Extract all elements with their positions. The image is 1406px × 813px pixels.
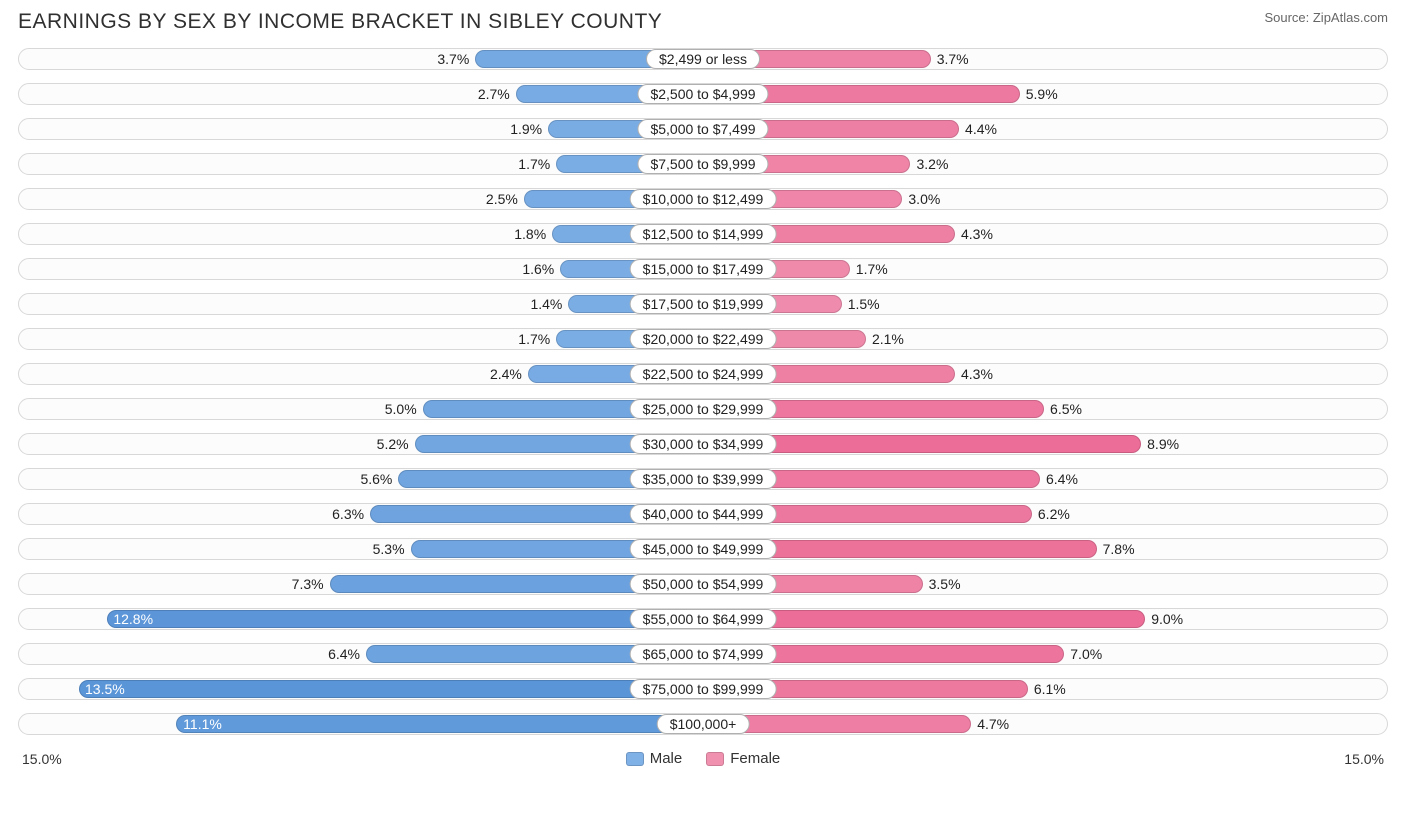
female-percent: 2.1% [872, 331, 904, 347]
bracket-label: $2,500 to $4,999 [637, 84, 768, 104]
male-percent: 1.4% [530, 296, 562, 312]
male-percent: 1.8% [514, 226, 546, 242]
male-percent: 5.6% [360, 471, 392, 487]
male-percent: 1.7% [518, 331, 550, 347]
chart-row: $10,000 to $12,499 2.5% 3.0% [18, 182, 1388, 216]
female-percent: 8.9% [1147, 436, 1179, 452]
bracket-label: $30,000 to $34,999 [630, 434, 777, 454]
chart-row: $65,000 to $74,999 6.4% 7.0% [18, 637, 1388, 671]
source-attribution: Source: ZipAtlas.com [1264, 10, 1388, 25]
chart-row: $55,000 to $64,999 12.8% 9.0% [18, 602, 1388, 636]
legend-male-label: Male [650, 750, 683, 767]
chart-row: $40,000 to $44,999 6.3% 6.2% [18, 497, 1388, 531]
chart-area: $2,499 or less 3.7% 3.7% $2,500 to $4,999 2.… [0, 42, 1406, 741]
bracket-label: $20,000 to $22,499 [630, 329, 777, 349]
legend-item-female: Female [706, 750, 780, 767]
bracket-label: $15,000 to $17,499 [630, 259, 777, 279]
female-percent: 4.3% [961, 226, 993, 242]
chart-row: $25,000 to $29,999 5.0% 6.5% [18, 392, 1388, 426]
bracket-label: $45,000 to $49,999 [630, 539, 777, 559]
male-percent: 6.4% [328, 646, 360, 662]
bracket-label: $7,500 to $9,999 [637, 154, 768, 174]
male-bar [107, 610, 703, 628]
chart-row: $2,499 or less 3.7% 3.7% [18, 42, 1388, 76]
bracket-label: $75,000 to $99,999 [630, 679, 777, 699]
female-percent: 6.5% [1050, 401, 1082, 417]
chart-row: $100,000+ 11.1% 4.7% [18, 707, 1388, 741]
bracket-label: $5,000 to $7,499 [637, 119, 768, 139]
female-percent: 1.5% [848, 296, 880, 312]
male-percent: 1.6% [522, 261, 554, 277]
bracket-label: $35,000 to $39,999 [630, 469, 777, 489]
female-percent: 3.2% [916, 156, 948, 172]
male-percent: 1.9% [510, 121, 542, 137]
male-percent: 7.3% [292, 576, 324, 592]
chart-row: $45,000 to $49,999 5.3% 7.8% [18, 532, 1388, 566]
female-percent: 6.1% [1034, 681, 1066, 697]
male-percent: 11.1% [183, 716, 222, 732]
bracket-label: $22,500 to $24,999 [630, 364, 777, 384]
chart-row: $7,500 to $9,999 1.7% 3.2% [18, 147, 1388, 181]
male-percent: 5.3% [373, 541, 405, 557]
axis-max-right: 15.0% [1344, 751, 1384, 767]
male-percent: 5.0% [385, 401, 417, 417]
male-percent: 6.3% [332, 506, 364, 522]
male-percent: 1.7% [518, 156, 550, 172]
chart-row: $20,000 to $22,499 1.7% 2.1% [18, 322, 1388, 356]
chart-row: $22,500 to $24,999 2.4% 4.3% [18, 357, 1388, 391]
chart-row: $2,500 to $4,999 2.7% 5.9% [18, 77, 1388, 111]
female-percent: 3.0% [908, 191, 940, 207]
female-swatch [706, 752, 724, 766]
female-percent: 4.3% [961, 366, 993, 382]
male-percent: 2.4% [490, 366, 522, 382]
female-percent: 3.5% [929, 576, 961, 592]
chart-row: $17,500 to $19,999 1.4% 1.5% [18, 287, 1388, 321]
female-percent: 6.2% [1038, 506, 1070, 522]
male-bar [79, 680, 703, 698]
female-percent: 4.4% [965, 121, 997, 137]
chart-footer: 15.0% Male Female 15.0% [0, 742, 1406, 767]
female-percent: 9.0% [1151, 611, 1183, 627]
chart-row: $50,000 to $54,999 7.3% 3.5% [18, 567, 1388, 601]
bracket-label: $25,000 to $29,999 [630, 399, 777, 419]
male-percent: 5.2% [377, 436, 409, 452]
male-swatch [626, 752, 644, 766]
female-percent: 4.7% [977, 716, 1009, 732]
female-percent: 6.4% [1046, 471, 1078, 487]
female-percent: 1.7% [856, 261, 888, 277]
bracket-label: $50,000 to $54,999 [630, 574, 777, 594]
bracket-label: $10,000 to $12,499 [630, 189, 777, 209]
legend: Male Female [626, 750, 781, 767]
male-percent: 13.5% [85, 681, 125, 697]
legend-female-label: Female [730, 750, 780, 767]
male-percent: 2.7% [478, 86, 510, 102]
bracket-label: $100,000+ [657, 714, 750, 734]
male-percent: 2.5% [486, 191, 518, 207]
male-bar [176, 715, 703, 733]
chart-row: $12,500 to $14,999 1.8% 4.3% [18, 217, 1388, 251]
bracket-label: $12,500 to $14,999 [630, 224, 777, 244]
axis-max-left: 15.0% [22, 751, 62, 767]
bracket-label: $65,000 to $74,999 [630, 644, 777, 664]
male-percent: 12.8% [113, 611, 153, 627]
bracket-label: $55,000 to $64,999 [630, 609, 777, 629]
bracket-label: $2,499 or less [646, 49, 760, 69]
chart-row: $5,000 to $7,499 1.9% 4.4% [18, 112, 1388, 146]
male-percent: 3.7% [437, 51, 469, 67]
chart-row: $75,000 to $99,999 13.5% 6.1% [18, 672, 1388, 706]
chart-row: $35,000 to $39,999 5.6% 6.4% [18, 462, 1388, 496]
female-percent: 5.9% [1026, 86, 1058, 102]
legend-item-male: Male [626, 750, 683, 767]
bracket-label: $40,000 to $44,999 [630, 504, 777, 524]
female-percent: 7.0% [1070, 646, 1102, 662]
bracket-label: $17,500 to $19,999 [630, 294, 777, 314]
chart-row: $30,000 to $34,999 5.2% 8.9% [18, 427, 1388, 461]
chart-row: $15,000 to $17,499 1.6% 1.7% [18, 252, 1388, 286]
female-percent: 7.8% [1103, 541, 1135, 557]
female-percent: 3.7% [937, 51, 969, 67]
chart-title: EARNINGS BY SEX BY INCOME BRACKET IN SIB… [18, 10, 662, 34]
